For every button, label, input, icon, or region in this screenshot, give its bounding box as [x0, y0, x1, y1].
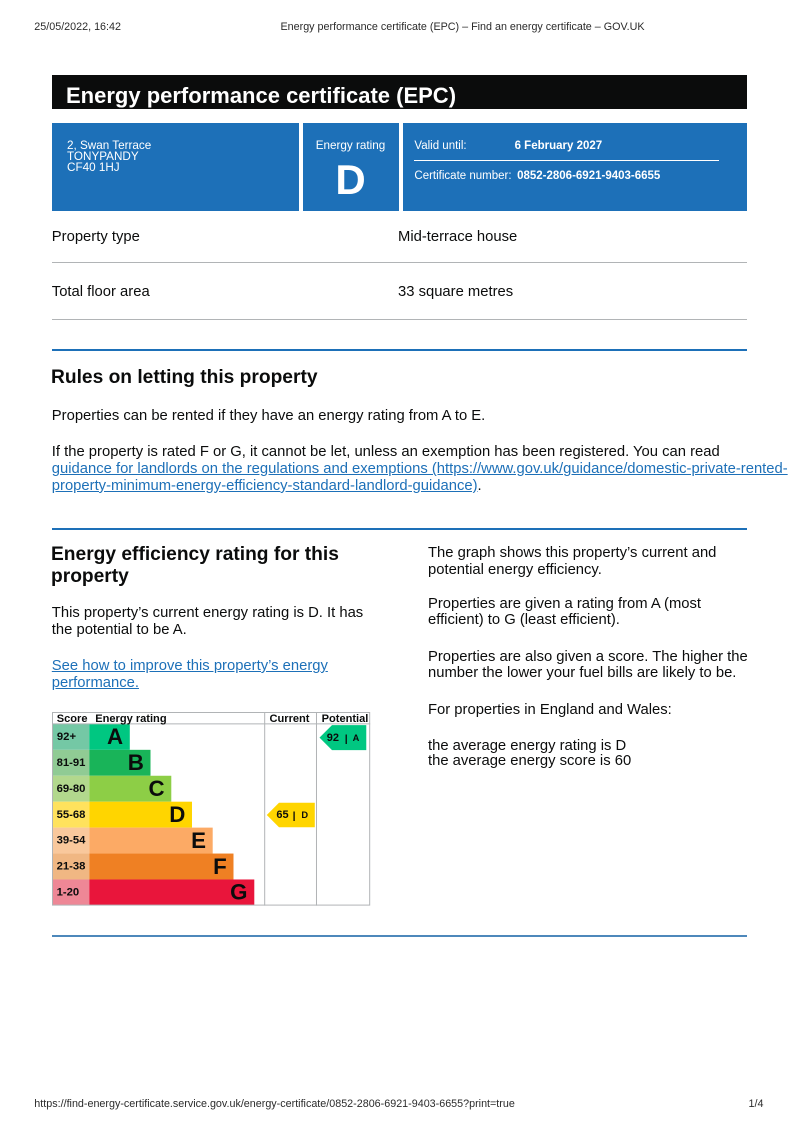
svg-text:92+: 92+: [57, 731, 77, 743]
svg-text:69-80: 69-80: [57, 783, 86, 795]
svg-text:Energy rating: Energy rating: [95, 713, 167, 725]
svg-text:81-91: 81-91: [57, 757, 86, 769]
svg-text:C: C: [149, 776, 165, 801]
svg-text:1-20: 1-20: [57, 887, 80, 899]
svg-text:Potential: Potential: [322, 713, 369, 725]
svg-text:|: |: [345, 734, 348, 745]
svg-text:G: G: [230, 880, 247, 905]
svg-text:55-68: 55-68: [57, 809, 86, 821]
svg-text:D: D: [169, 802, 185, 827]
svg-text:D: D: [301, 810, 308, 820]
svg-text:65: 65: [276, 809, 288, 821]
svg-text:|: |: [293, 811, 296, 822]
svg-text:A: A: [107, 724, 123, 749]
svg-text:Current: Current: [269, 713, 309, 725]
svg-text:E: E: [191, 828, 206, 853]
svg-text:B: B: [128, 750, 144, 775]
svg-text:F: F: [213, 854, 227, 879]
svg-text:39-54: 39-54: [57, 835, 87, 847]
svg-text:A: A: [353, 733, 360, 743]
svg-text:Score: Score: [57, 713, 88, 725]
svg-text:21-38: 21-38: [57, 861, 86, 873]
svg-text:92: 92: [327, 732, 339, 744]
